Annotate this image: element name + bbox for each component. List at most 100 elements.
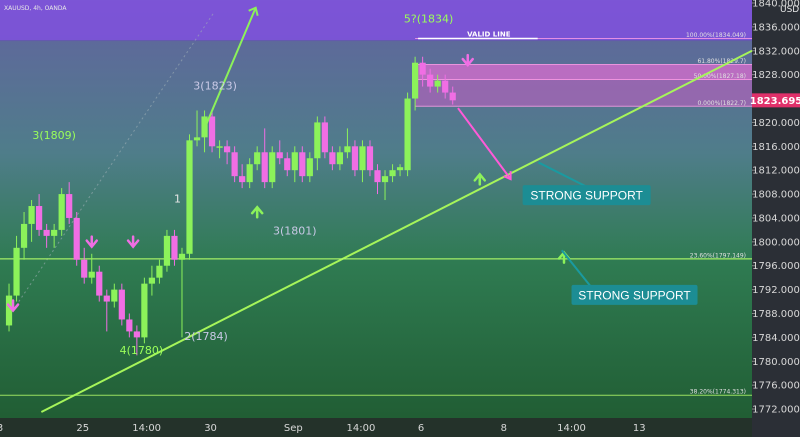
candle-body [36,206,43,230]
candle-body [329,152,336,165]
sell-arrow [461,53,474,68]
candle-body [231,152,238,177]
candle-body [186,140,193,254]
fib-label: 50.00%(1827.18) [694,73,746,80]
time-axis-panel[interactable] [0,418,752,437]
current-price-tag: 1823.695 [750,93,800,108]
candle-body [269,152,276,183]
x-tick-label: 14:00 [347,423,376,434]
x-tick-label: 6 [418,423,424,434]
y-tick-label: 1784.000 [752,333,800,344]
y-tick-label: 1840.000 [752,0,800,9]
support-label: STRONG SUPPORT [578,288,691,302]
candle-body [58,194,65,230]
candle-body [208,116,216,147]
candle-body [81,259,88,278]
arrows [6,6,571,313]
candle-body [51,229,58,236]
candle-body [381,176,389,183]
candle-body [111,289,118,302]
candle-body [291,152,298,171]
candle-body [404,98,411,171]
fib-zone-rect [415,64,752,107]
candle-body [118,289,125,320]
wave-label: 3(1801) [273,225,317,238]
y-tick-label: 1820.000 [752,118,800,129]
candle-body [96,271,103,296]
candle-body [276,152,283,159]
wave-labels: 3(1809) 3(1823) 1 3(1801) 2(1784) 4(1780) 5?(1… [32,13,453,357]
y-tick-label: 1772.000 [752,405,800,416]
y-tick-label: 1776.000 [752,381,800,392]
top-zone [0,0,752,40]
fib-upper-band [415,64,752,80]
candles [5,56,456,356]
candle-body [306,158,313,177]
candle-body [351,146,359,171]
y-tick-label: 1788.000 [752,309,800,320]
candle-body [412,62,419,99]
x-tick-label: 14:00 [132,423,161,434]
candle-body [216,146,223,148]
x-axis: 3 25 14:00 30 Sep 14:00 6 8 14:00 13 [0,423,646,434]
candle-body [5,295,13,326]
support-connector [560,249,592,287]
candle-body [43,229,50,236]
dotted-trendline [18,11,215,302]
candle-body [344,146,351,153]
support-box [571,284,698,305]
wave-label: 1 [174,192,181,205]
candle-body [389,170,396,177]
fib-zone-box [415,64,752,107]
buy-arrow [473,172,487,186]
candle-body [299,152,306,177]
candle-body [28,206,35,224]
projection-arrowhead-down [503,171,512,181]
sell-arrow [85,235,98,249]
candle-body [88,271,95,278]
projection-line-up [203,7,257,129]
candle-body [126,319,133,332]
symbol-label: XAUUSD, 4h, OANDA [4,5,67,12]
wave-label: 5?(1834) [404,13,453,26]
candle-body [314,122,321,159]
valid-line-label: VALID LINE [467,31,511,39]
y-tick-label: 1800.000 [752,237,800,248]
buy-arrow [250,205,264,219]
support-label: STRONG SUPPORT [530,189,643,203]
currency-label: USD [780,5,799,15]
support-box [522,185,651,206]
x-tick-label: 8 [501,423,507,434]
support-boxes: STRONG SUPPORT STRONG SUPPORT [522,161,698,305]
candle-body [193,137,201,141]
candle-body [254,152,261,165]
candle-body [246,164,253,183]
fib-label: 38.20%(1774.313) [690,389,746,396]
y-tick-label: 1812.000 [752,166,800,177]
wave-label: 3(1823) [193,80,237,93]
fib-label: 100.00%(1834.049) [686,32,746,39]
y-tick-label: 1808.000 [752,190,800,201]
candle-body [239,176,246,183]
y-tick-label: 1816.000 [752,142,800,153]
candle-body [13,247,20,296]
candle-body [321,122,328,153]
y-tick-label: 1836.000 [752,22,800,33]
y-tick-label: 1780.000 [752,357,800,368]
candle-body [171,235,178,260]
fib-label: 0.000%(1822.7) [697,100,746,107]
projection-arrowhead-up [248,6,259,17]
wave-label: 3(1809) [32,129,76,142]
support-trendline [40,49,753,413]
price-axis-panel[interactable] [752,0,800,437]
trendlines: VALID LINE [0,11,753,413]
candle-body [434,80,441,87]
candle-body [374,170,381,183]
candle-body [20,223,28,248]
x-tick-label: 13 [633,423,646,434]
y-axis: 1772.000 1776.000 1780.000 1784.000 1788.000… [752,0,800,416]
y-tick-label: 1828.000 [752,70,800,81]
x-tick-label: 25 [76,423,89,434]
candle-body [103,295,110,302]
